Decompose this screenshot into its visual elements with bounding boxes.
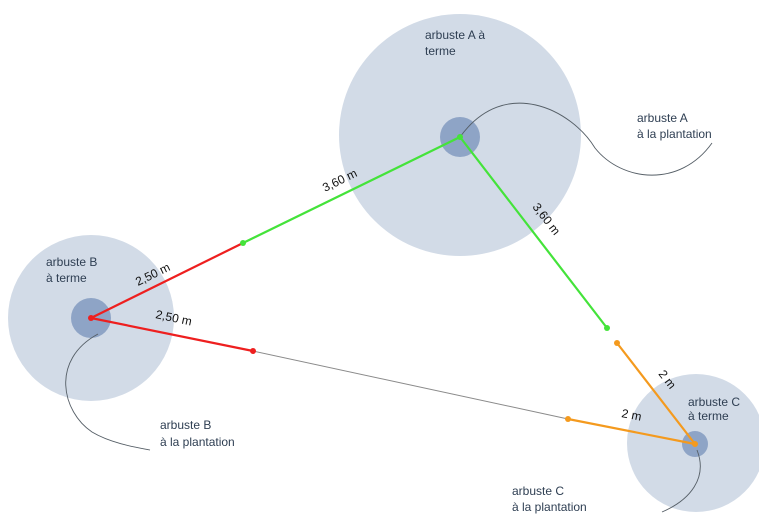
shrub-c-mature-label: arbuste C à terme: [688, 395, 743, 423]
b-c-gap-line: [252, 350, 569, 420]
shrub-b-mature-label-line2: à terme: [46, 271, 87, 285]
c-to-b-orange-segment: [566, 417, 697, 446]
c-to-a-orange-segment: [615, 341, 697, 446]
shrub-a-planting-label: arbuste A à la plantation: [637, 111, 712, 141]
a-to-b-green-segment: [241, 135, 462, 245]
a-c-green-end-dot: [604, 325, 610, 331]
distance-c-to-b-label: 2 m: [620, 406, 642, 424]
shrub-a-center-dot: [457, 134, 463, 140]
c-a-orange-end-dot: [614, 340, 620, 346]
b-c-red-end-dot: [250, 348, 256, 354]
shrub-a-planting-label-line2: à la plantation: [637, 127, 712, 141]
shrub-c-planting-label: arbuste C à la plantation: [512, 484, 587, 514]
shrub-c-mature-label-line2: à terme: [688, 409, 729, 423]
shrub-c-mature-label-line1: arbuste C: [688, 395, 740, 409]
shrub-c-leader-line: [661, 449, 701, 513]
shrub-b-planting-label: arbuste B à la plantation: [160, 418, 235, 449]
shrub-c-planting-label-line1: arbuste C: [512, 484, 564, 498]
shrub-b-center-dot: [88, 315, 94, 321]
shrub-c-planting-label-line2: à la plantation: [512, 500, 587, 514]
a-to-c-green-segment: [458, 135, 609, 330]
b-to-a-red-segment: [89, 241, 245, 320]
shrub-c-center-dot: [692, 441, 698, 447]
shrub-b-mature-label-line1: arbuste B: [46, 255, 97, 269]
shrub-b-planting-label-line2: à la plantation: [160, 435, 235, 449]
c-b-orange-end-dot: [565, 416, 571, 422]
shrub-a-mature-label-line2: terme: [425, 44, 456, 58]
shrub-a-mature-label-line1: arbuste A à: [425, 28, 485, 42]
shrub-a-planting-label-line1: arbuste A: [637, 111, 688, 125]
shrub-a-mature-label: arbuste A à terme: [425, 28, 488, 58]
shrub-b-planting-label-line1: arbuste B: [160, 418, 211, 432]
shrub-b-leader-line: [65, 333, 151, 451]
b-to-c-red-segment: [89, 316, 255, 353]
a-b-green-end-dot: [240, 240, 246, 246]
shrub-a-leader-line: [459, 102, 713, 176]
shrub-b-mature-label: arbuste B à terme: [46, 255, 101, 285]
